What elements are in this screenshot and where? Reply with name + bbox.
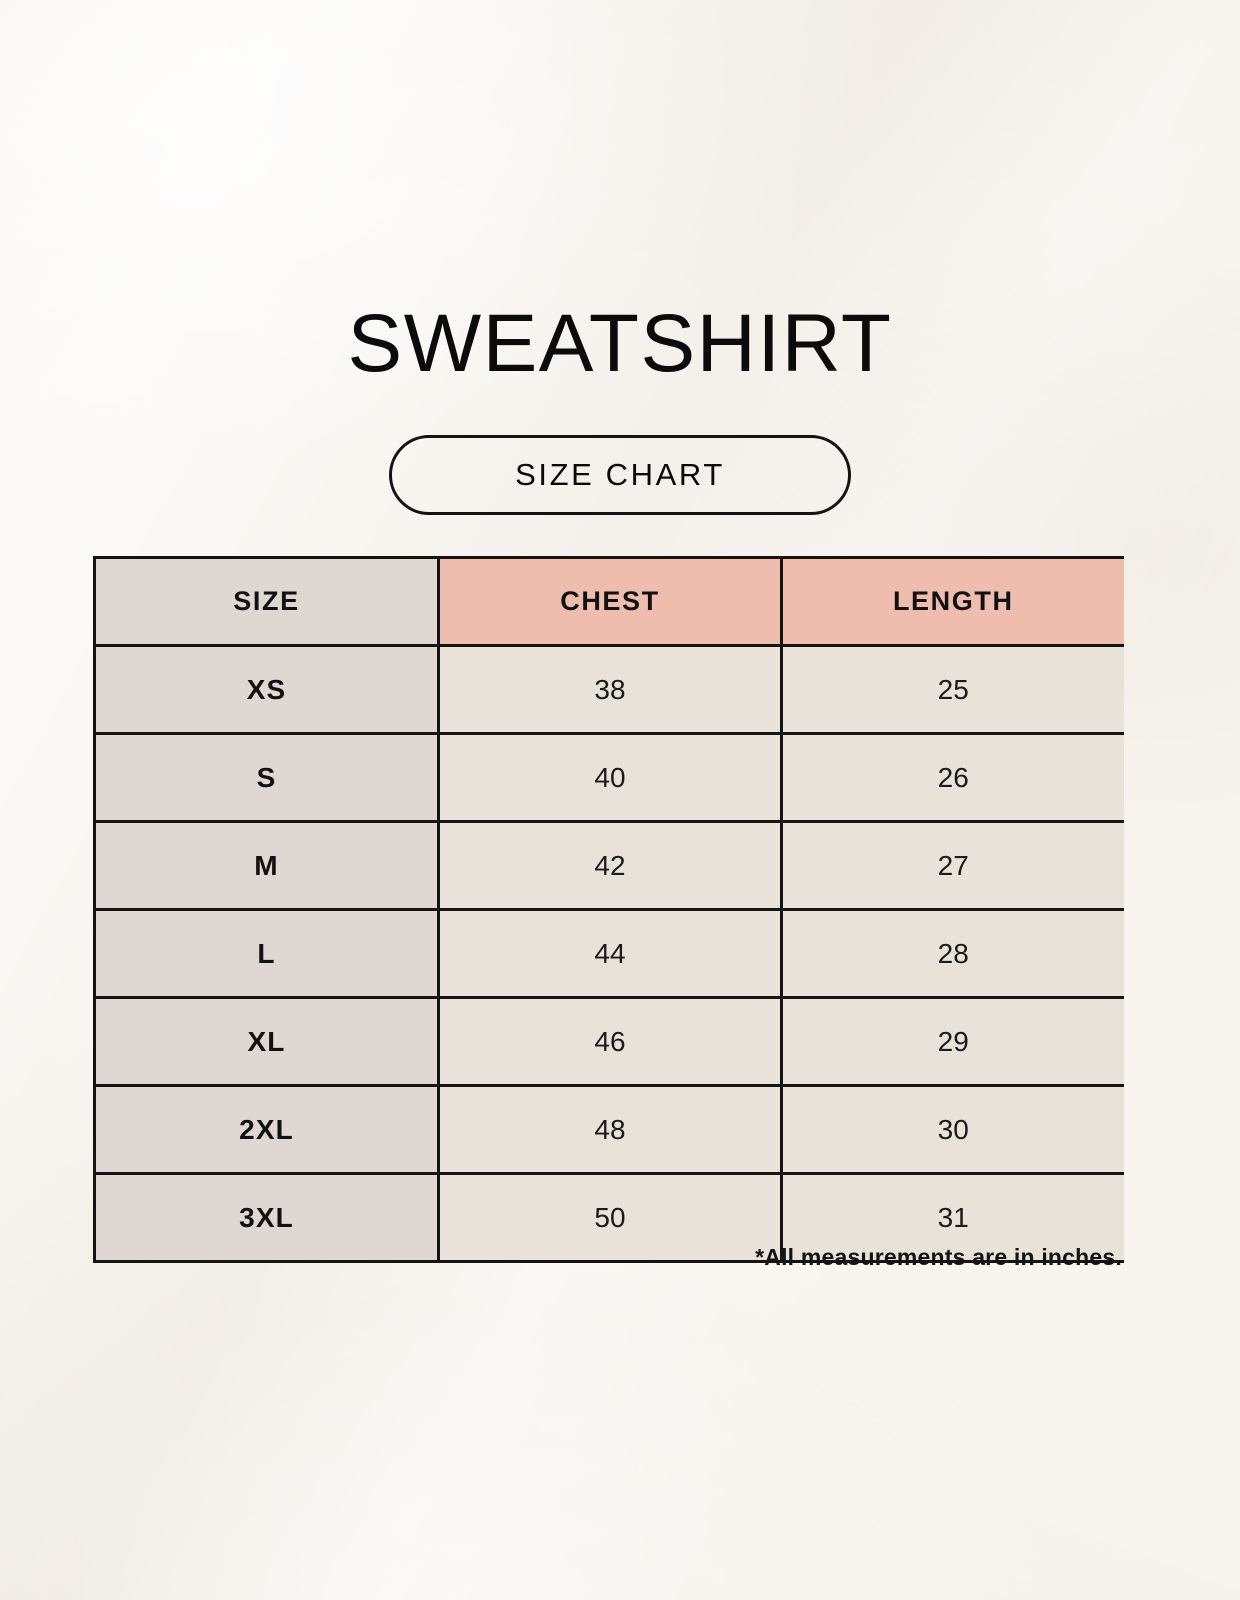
table-row: M 42 27 — [93, 820, 1124, 911]
cell-length: 25 — [780, 644, 1124, 735]
table-row: XL 46 29 — [93, 996, 1124, 1087]
cell-chest: 48 — [437, 1084, 782, 1175]
cell-chest: 44 — [437, 908, 782, 999]
cell-chest: 38 — [437, 644, 782, 735]
cell-size: L — [93, 908, 439, 999]
cell-length: 27 — [780, 820, 1124, 911]
cell-size: 2XL — [93, 1084, 439, 1175]
cell-chest: 42 — [437, 820, 782, 911]
cell-size: M — [93, 820, 439, 911]
size-chart-table: SIZE CHEST LENGTH XS 38 25 S 40 26 M — [93, 556, 1124, 1263]
badge-container: SIZE CHART — [0, 435, 1240, 515]
size-chart-badge: SIZE CHART — [389, 435, 851, 515]
cell-length: 30 — [780, 1084, 1124, 1175]
column-header-length: LENGTH — [780, 556, 1124, 647]
cell-length: 26 — [780, 732, 1124, 823]
table-row: S 40 26 — [93, 732, 1124, 823]
table-header: SIZE CHEST LENGTH — [93, 556, 1124, 647]
table-row: L 44 28 — [93, 908, 1124, 999]
cell-size: XL — [93, 996, 439, 1087]
table-row: XS 38 25 — [93, 644, 1124, 735]
table-body: XS 38 25 S 40 26 M 42 27 L 44 28 — [93, 644, 1124, 1263]
measurement-note: *All measurements are in inches. — [755, 1244, 1122, 1270]
cell-chest: 46 — [437, 996, 782, 1087]
table-row: 2XL 48 30 — [93, 1084, 1124, 1175]
column-header-size: SIZE — [93, 556, 439, 647]
size-table-container: SIZE CHEST LENGTH XS 38 25 S 40 26 M — [93, 556, 1124, 1263]
table-header-row: SIZE CHEST LENGTH — [93, 556, 1124, 647]
cell-length: 28 — [780, 908, 1124, 999]
cell-size: XS — [93, 644, 439, 735]
cell-size: S — [93, 732, 439, 823]
page-title: SWEATSHIRT — [347, 298, 893, 389]
column-header-chest: CHEST — [437, 556, 782, 647]
cell-chest: 40 — [437, 732, 782, 823]
cell-length: 29 — [780, 996, 1124, 1087]
